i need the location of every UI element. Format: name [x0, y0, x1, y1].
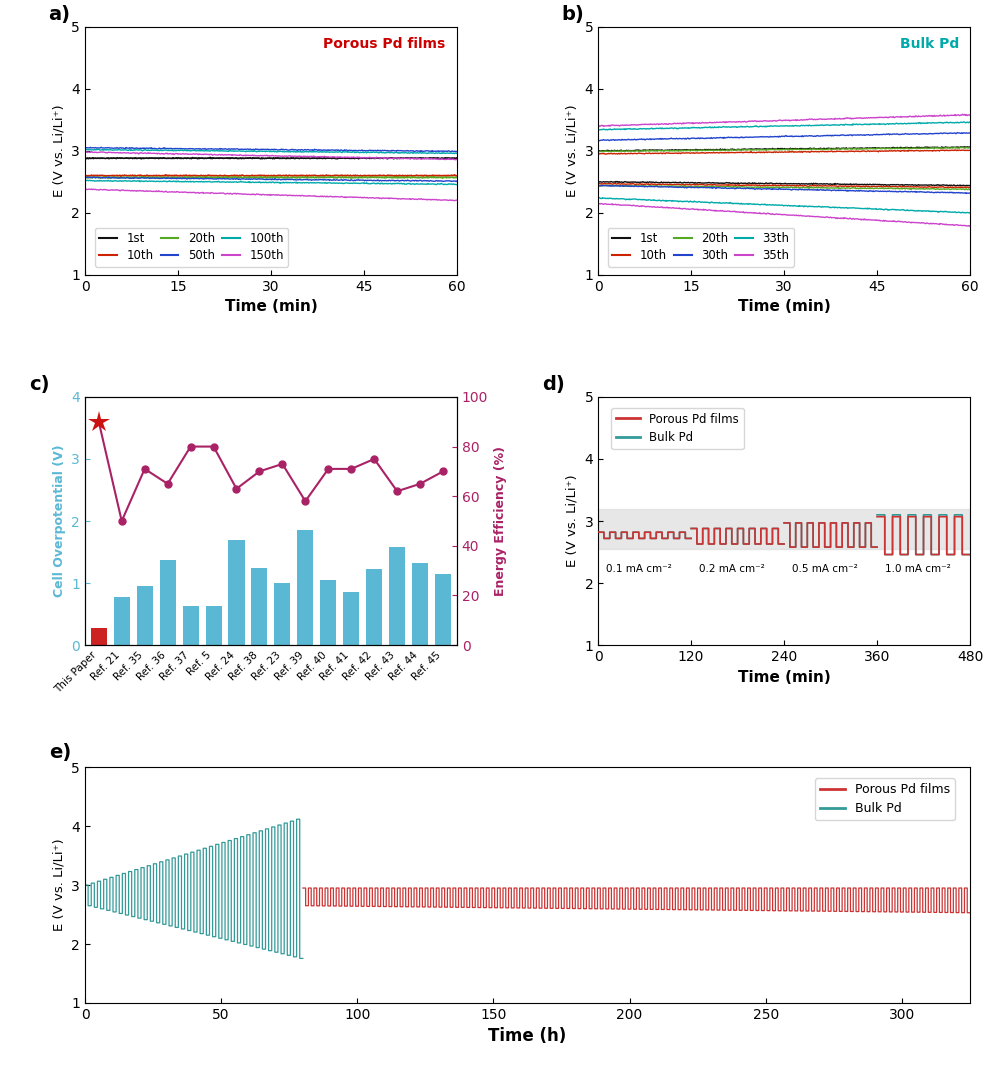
X-axis label: Time (h): Time (h) — [488, 1028, 567, 1046]
Bar — [389, 547, 405, 646]
X-axis label: Time (min): Time (min) — [738, 300, 830, 315]
Legend: Porous Pd films, Bulk Pd: Porous Pd films, Bulk Pd — [611, 408, 744, 449]
Y-axis label: E (V vs. Li/Li⁺): E (V vs. Li/Li⁺) — [53, 105, 66, 197]
Bar — [251, 568, 267, 646]
Y-axis label: E (V vs. Li/Li⁺): E (V vs. Li/Li⁺) — [53, 839, 66, 931]
Bar — [366, 570, 382, 646]
Text: Porous Pd films: Porous Pd films — [323, 36, 446, 50]
Y-axis label: Energy Efficiency (%): Energy Efficiency (%) — [494, 446, 507, 596]
Bar — [91, 627, 107, 646]
Bar — [297, 530, 313, 646]
Text: b): b) — [561, 5, 584, 25]
Y-axis label: E (V vs. Li/Li⁺): E (V vs. Li/Li⁺) — [566, 105, 579, 197]
Y-axis label: E (V vs. Li/Li⁺): E (V vs. Li/Li⁺) — [566, 475, 579, 568]
Bar — [206, 606, 222, 646]
X-axis label: Time (min): Time (min) — [225, 300, 317, 315]
Bar — [114, 596, 130, 646]
Y-axis label: Cell Overpotential (V): Cell Overpotential (V) — [53, 445, 66, 598]
Text: 0.2 mA cm⁻²: 0.2 mA cm⁻² — [699, 563, 765, 574]
Bar — [412, 563, 428, 646]
Text: c): c) — [29, 376, 50, 395]
Text: a): a) — [48, 5, 70, 25]
Bar — [274, 583, 290, 646]
Text: d): d) — [542, 376, 565, 395]
Text: 0.5 mA cm⁻²: 0.5 mA cm⁻² — [792, 563, 858, 574]
Bar — [435, 574, 451, 646]
Text: 1.0 mA cm⁻²: 1.0 mA cm⁻² — [885, 563, 951, 574]
Bar — [137, 586, 153, 646]
Legend: 1st, 10th, 20th, 30th, 33th, 35th: 1st, 10th, 20th, 30th, 33th, 35th — [608, 227, 794, 267]
Bar — [160, 559, 176, 646]
X-axis label: Time (min): Time (min) — [738, 670, 830, 685]
Text: e): e) — [50, 744, 72, 763]
Bar — [598, 509, 970, 548]
Legend: Porous Pd films, Bulk Pd: Porous Pd films, Bulk Pd — [815, 778, 955, 821]
Bar — [183, 606, 199, 646]
Bar — [228, 540, 245, 646]
Text: Bulk Pd: Bulk Pd — [900, 36, 959, 50]
Bar — [320, 580, 336, 646]
Legend: 1st, 10th, 20th, 50th, 100th, 150th: 1st, 10th, 20th, 50th, 100th, 150th — [95, 227, 288, 267]
Text: 0.1 mA cm⁻²: 0.1 mA cm⁻² — [606, 563, 672, 574]
Bar — [343, 592, 359, 646]
